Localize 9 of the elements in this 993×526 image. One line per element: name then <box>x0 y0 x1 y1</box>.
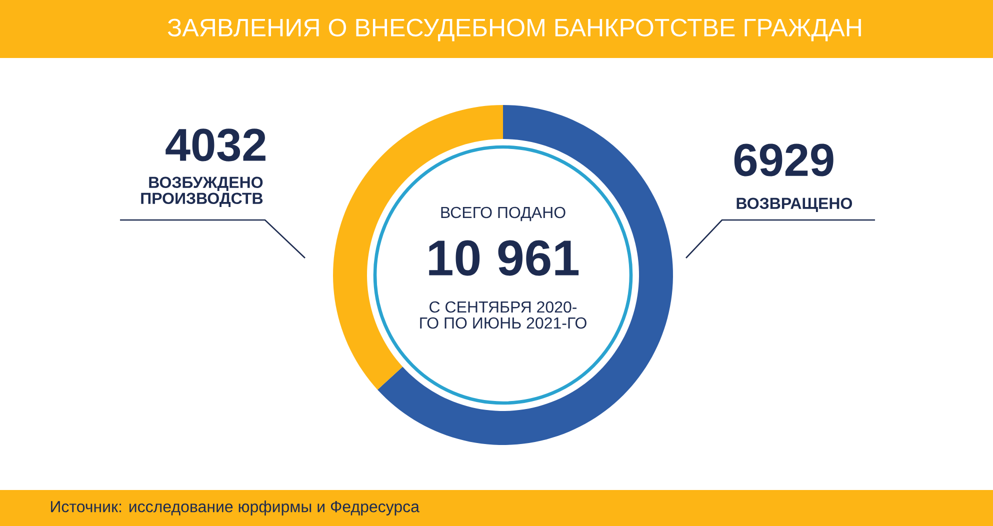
text: ВСЕГО ПОДАНО <box>441 206 566 222</box>
text: 10 961 <box>429 240 579 276</box>
slice-label: ВОЗБУЖДЕНО ПРОИЗВОДСТВ <box>141 176 263 208</box>
slice-label: ВОЗВРАЩЕНО <box>736 198 852 212</box>
data-label: 4032 <box>166 128 266 162</box>
text: Источник: исследование юрфирмы и Федресурса <box>51 500 420 516</box>
chart-title: ЗАЯВЛЕНИЯ О ВНЕСУДЕБНОМ БАНКРОТСТВЕ ГРАЖДАН <box>168 18 861 42</box>
data-label: 6929 <box>734 144 834 176</box>
text: С СЕНТЯБРЯ 2020-ГО ПО ИЮНЬ 2021-ГО <box>420 301 586 329</box>
